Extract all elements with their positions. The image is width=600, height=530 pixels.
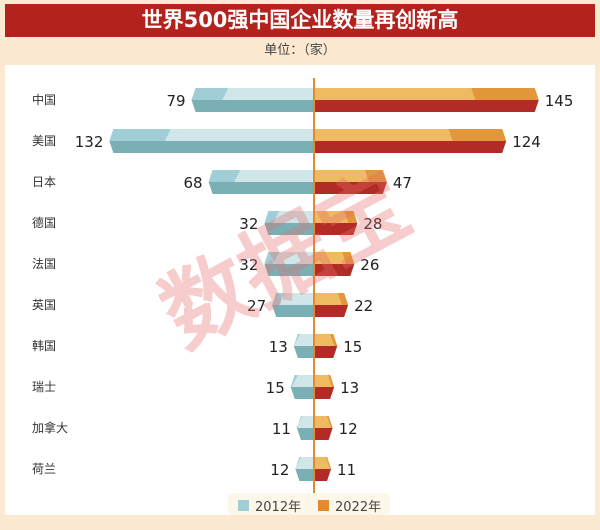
legend: 2012年 2022年 <box>228 493 390 515</box>
value-label-2012: 132 <box>75 133 104 151</box>
bar-2012-highlight <box>264 211 280 223</box>
value-label-2012: 68 <box>184 174 203 192</box>
bar-2012-bottom <box>264 264 314 276</box>
bar-2012-bottom <box>290 387 314 399</box>
value-label-2022: 145 <box>545 92 574 110</box>
bar-2012-top <box>293 334 314 346</box>
bar-2022-highlight <box>330 334 338 346</box>
value-label-2022: 13 <box>340 379 359 397</box>
category-label: 瑞士 <box>32 380 56 394</box>
value-label-2012: 11 <box>272 420 291 438</box>
bar-2012-bottom <box>296 428 314 440</box>
bar-2012-bottom <box>293 346 314 358</box>
bar-2012-top <box>295 457 314 469</box>
value-label-2022: 22 <box>354 297 373 315</box>
category-label: 韩国 <box>32 338 56 353</box>
bar-2012-bottom <box>109 141 315 153</box>
bar-2012-highlight <box>293 334 300 346</box>
value-label-2012: 13 <box>269 338 288 356</box>
bar-2022-highlight <box>448 129 507 141</box>
category-label: 英国 <box>32 298 56 312</box>
value-label-2022: 124 <box>512 133 541 151</box>
chart-title: 世界500强中国企业数量再创新高 <box>5 4 595 37</box>
bar-2022-highlight <box>328 375 335 387</box>
bar-2022-bottom <box>314 346 338 358</box>
bar-2022-bottom <box>314 387 335 399</box>
category-label: 日本 <box>32 175 56 189</box>
legend-item-2022: 2022年 <box>318 496 381 515</box>
bar-2012-bottom <box>272 305 314 317</box>
value-label-2012: 79 <box>166 92 185 110</box>
bar-2022-bottom <box>314 141 507 153</box>
bar-2012-highlight <box>191 88 229 100</box>
category-label: 美国 <box>32 134 56 148</box>
value-label-2022: 26 <box>360 256 379 274</box>
bar-2022-highlight <box>344 211 358 223</box>
value-label-2022: 47 <box>393 174 412 192</box>
category-label: 德国 <box>32 215 56 230</box>
bar-2012-top <box>296 416 314 428</box>
bar-2022-bottom <box>314 182 387 194</box>
legend-label: 2022年 <box>335 500 382 515</box>
bar-2022-bottom <box>314 469 332 481</box>
value-label-2012: 12 <box>270 461 289 479</box>
value-label-2022: 12 <box>339 420 358 438</box>
bar-2022-highlight <box>471 88 539 100</box>
bar-2012-bottom <box>191 100 314 112</box>
category-label: 法国 <box>32 257 56 271</box>
legend-swatch <box>318 500 329 511</box>
category-label: 荷兰 <box>32 462 56 476</box>
bar-2012-highlight <box>294 457 301 469</box>
bar-2022-bottom <box>314 428 333 440</box>
value-label-2012: 32 <box>239 215 258 233</box>
bar-2022-highlight <box>325 457 332 469</box>
legend-swatch <box>238 500 249 511</box>
value-label-2012: 32 <box>239 256 258 274</box>
bar-2022-bottom <box>314 264 355 276</box>
bar-2022-bottom <box>314 305 349 317</box>
value-label-2012: 27 <box>247 297 266 315</box>
category-label: 加拿大 <box>32 420 68 435</box>
value-label-2012: 15 <box>266 379 285 397</box>
bar-2012-highlight <box>264 252 280 264</box>
bar-2012-bottom <box>264 223 314 235</box>
value-label-2022: 11 <box>337 461 356 479</box>
bar-2012-top <box>290 375 314 387</box>
legend-item-2012: 2012年 <box>238 496 301 515</box>
category-label: 中国 <box>32 92 56 107</box>
bar-2012-highlight <box>290 375 298 387</box>
bar-2022-highlight <box>342 252 355 264</box>
legend-label: 2012年 <box>255 500 302 515</box>
bar-2012-highlight <box>109 129 171 141</box>
bar-2012-highlight <box>208 170 241 182</box>
bar-2022-highlight <box>337 293 349 305</box>
unit-label: 单位：（家） <box>264 43 336 58</box>
bar-2012-bottom <box>208 182 314 194</box>
value-label-2022: 15 <box>343 338 362 356</box>
bar-2012-highlight <box>272 293 285 305</box>
bar-2022-bottom <box>314 100 539 112</box>
bar-2022-highlight <box>364 170 387 182</box>
bar-2022-highlight <box>327 416 333 428</box>
bar-2022-bottom <box>314 223 358 235</box>
value-label-2022: 28 <box>363 215 382 233</box>
bar-2022-top <box>314 457 332 469</box>
bar-2022-top <box>314 416 333 428</box>
bar-2012-highlight <box>296 416 303 428</box>
bar-2012-bottom <box>295 469 314 481</box>
